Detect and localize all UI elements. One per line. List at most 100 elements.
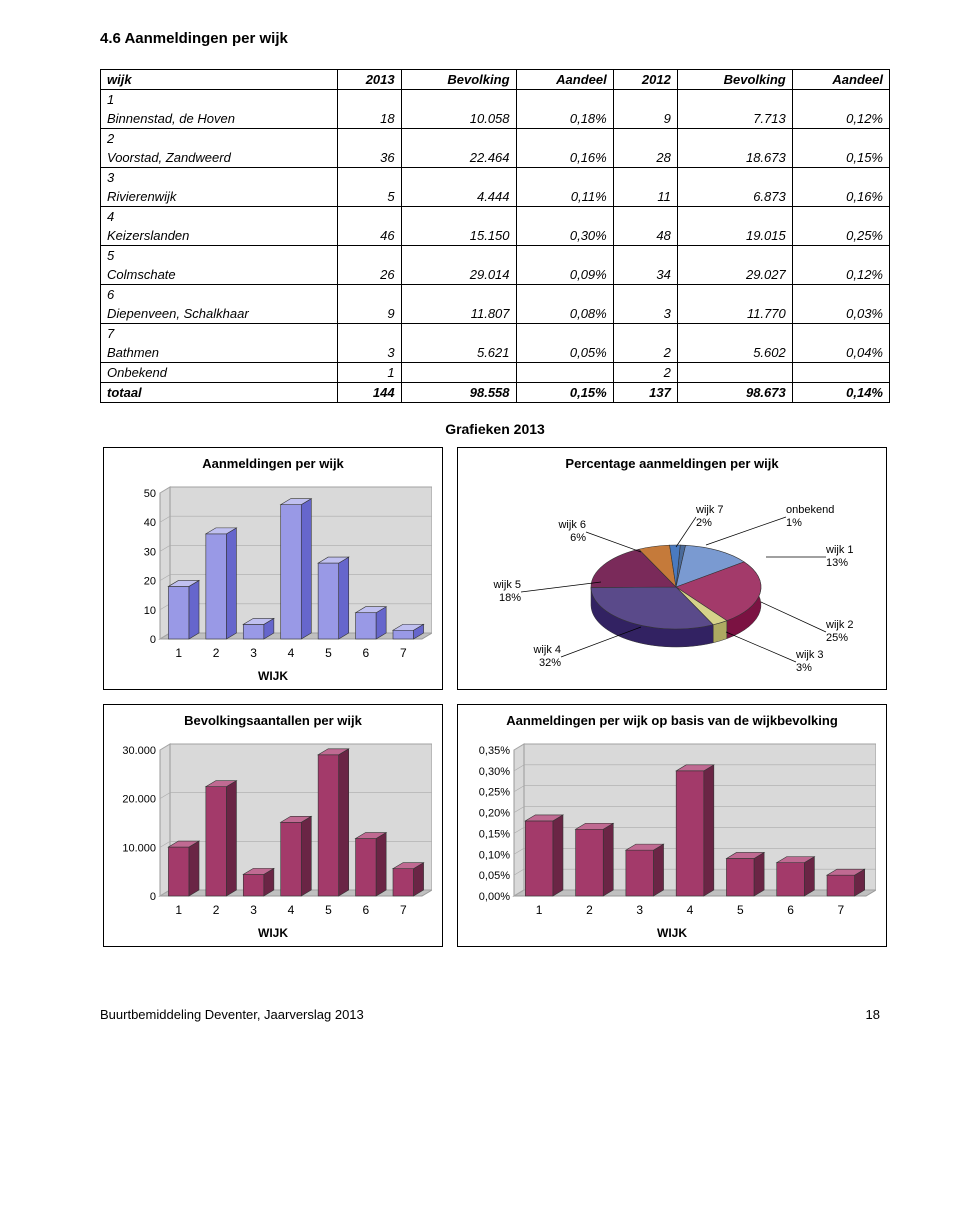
svg-text:0,30%: 0,30% (479, 766, 510, 778)
svg-text:5: 5 (737, 903, 744, 917)
cell: 11.770 (677, 304, 792, 324)
cell: 46 (337, 226, 401, 246)
row-num: 5 (101, 246, 338, 266)
row-num: 6 (101, 285, 338, 305)
cell: 0,11% (516, 187, 613, 207)
cell: 0,30% (516, 226, 613, 246)
footer-left: Buurtbemiddeling Deventer, Jaarverslag 2… (100, 1007, 364, 1022)
footer-page: 18 (866, 1007, 880, 1022)
row-num: 4 (101, 207, 338, 227)
cell: 18 (337, 109, 401, 129)
svg-text:0,05%: 0,05% (479, 870, 510, 882)
row-num: 3 (101, 168, 338, 188)
row-name: Binnenstad, de Hoven (101, 109, 338, 129)
col-header: Aandeel (516, 70, 613, 90)
col-header: wijk (101, 70, 338, 90)
svg-text:13%: 13% (826, 557, 848, 569)
cell: 29.014 (401, 265, 516, 285)
charts-heading: Grafieken 2013 (100, 421, 890, 437)
cell: 29.027 (677, 265, 792, 285)
chart-aanmeldingen-bar: Aanmeldingen per wijk 010203040501234567… (103, 447, 443, 690)
cell: 5.602 (677, 343, 792, 363)
row-onbekend: Onbekend (101, 363, 338, 383)
cell: 4.444 (401, 187, 516, 207)
svg-text:25%: 25% (826, 632, 848, 644)
axis-label: WIJK (112, 669, 434, 683)
row-num: 7 (101, 324, 338, 344)
svg-text:0,10%: 0,10% (479, 849, 510, 861)
cell: 0,18% (516, 109, 613, 129)
cell: 11 (613, 187, 677, 207)
page-footer: Buurtbemiddeling Deventer, Jaarverslag 2… (100, 1007, 890, 1042)
svg-text:20.000: 20.000 (122, 794, 156, 806)
svg-text:3%: 3% (796, 662, 812, 674)
chart-percentage-pie: Percentage aanmeldingen per wijk wijk 11… (457, 447, 887, 690)
row-name: Diepenveen, Schalkhaar (101, 304, 338, 324)
chart-bevolking-bar: Bevolkingsaantallen per wijk 0 10.000 20.0… (103, 704, 443, 947)
cell: 22.464 (401, 148, 516, 168)
axis-label: WIJK (466, 926, 878, 940)
col-header: Bevolking (401, 70, 516, 90)
cell: 2 (613, 343, 677, 363)
cell: 7.713 (677, 109, 792, 129)
svg-text:4: 4 (288, 903, 295, 917)
svg-text:0: 0 (150, 891, 156, 903)
row-num: 1 (101, 90, 338, 110)
svg-text:0: 0 (150, 634, 156, 646)
col-header: 2013 (337, 70, 401, 90)
svg-text:0,25%: 0,25% (479, 787, 510, 799)
chart-title: Bevolkingsaantallen per wijk (112, 713, 434, 728)
svg-text:wijk 2: wijk 2 (825, 619, 854, 631)
cell: 0,25% (792, 226, 889, 246)
chart-title: Aanmeldingen per wijk op basis van de wi… (466, 713, 878, 728)
col-header: Aandeel (792, 70, 889, 90)
svg-text:32%: 32% (539, 657, 561, 669)
svg-text:5: 5 (325, 903, 332, 917)
svg-text:0,00%: 0,00% (479, 891, 510, 903)
svg-text:3: 3 (250, 646, 257, 660)
svg-text:10.000: 10.000 (122, 842, 156, 854)
svg-text:2: 2 (213, 903, 220, 917)
svg-text:6: 6 (363, 646, 370, 660)
cell: 18.673 (677, 148, 792, 168)
cell: 36 (337, 148, 401, 168)
svg-text:1: 1 (536, 903, 543, 917)
chart-title: Aanmeldingen per wijk (112, 456, 434, 471)
svg-text:1%: 1% (786, 517, 802, 529)
svg-text:4: 4 (288, 646, 295, 660)
col-header: 2012 (613, 70, 677, 90)
cell: 19.015 (677, 226, 792, 246)
svg-text:2: 2 (213, 646, 220, 660)
axis-label: WIJK (112, 926, 434, 940)
cell: 26 (337, 265, 401, 285)
cell: 0,03% (792, 304, 889, 324)
svg-text:30.000: 30.000 (122, 745, 156, 757)
svg-text:6: 6 (787, 903, 794, 917)
cell: 0,05% (516, 343, 613, 363)
col-header: Bevolking (677, 70, 792, 90)
cell: 3 (337, 343, 401, 363)
cell: 9 (613, 109, 677, 129)
svg-text:10: 10 (144, 605, 156, 617)
cell: 34 (613, 265, 677, 285)
cell: 5 (337, 187, 401, 207)
section-title: 4.6 Aanmeldingen per wijk (100, 30, 890, 47)
svg-text:wijk 1: wijk 1 (825, 544, 854, 556)
row-name: Keizerslanden (101, 226, 338, 246)
svg-text:1: 1 (175, 903, 182, 917)
svg-text:0,20%: 0,20% (479, 808, 510, 820)
row-num: 2 (101, 129, 338, 149)
svg-text:1: 1 (175, 646, 182, 660)
svg-text:wijk 6: wijk 6 (557, 519, 586, 531)
cell: 0,08% (516, 304, 613, 324)
svg-text:30: 30 (144, 546, 156, 558)
row-name: Rivierenwijk (101, 187, 338, 207)
svg-text:50: 50 (144, 488, 156, 500)
svg-text:wijk 3: wijk 3 (795, 649, 824, 661)
cell: 0,16% (516, 148, 613, 168)
cell: 9 (337, 304, 401, 324)
svg-text:20: 20 (144, 576, 156, 588)
svg-text:0,35%: 0,35% (479, 745, 510, 757)
chart-title: Percentage aanmeldingen per wijk (466, 456, 878, 471)
cell: 0,04% (792, 343, 889, 363)
